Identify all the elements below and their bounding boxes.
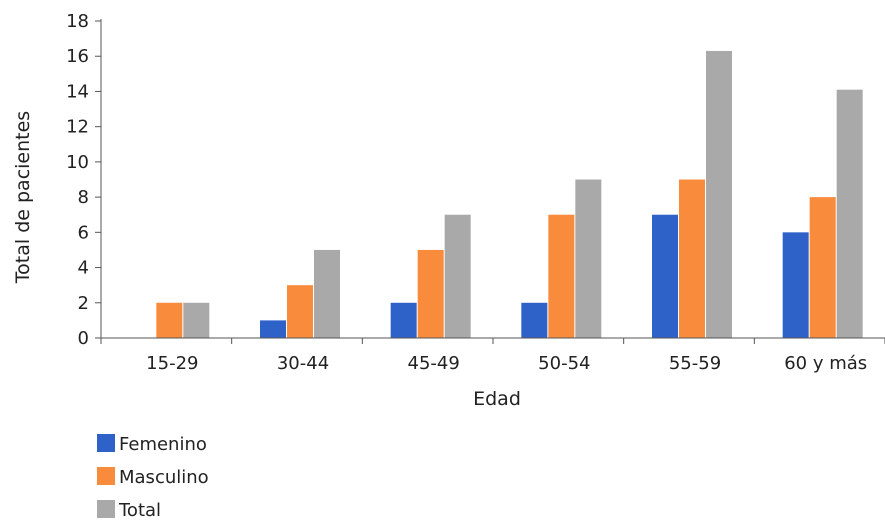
bar-femenino-5 xyxy=(782,232,809,338)
legend-label-femenino: Femenino xyxy=(119,434,207,455)
bar-total-0 xyxy=(183,302,210,338)
axes xyxy=(100,19,885,339)
bar-masculino-5 xyxy=(809,197,836,338)
bar-total-4 xyxy=(706,50,732,338)
x-tick-label: 55-59 xyxy=(669,353,721,374)
y-tick-label: 8 xyxy=(78,187,89,208)
bar-masculino-0 xyxy=(156,302,183,338)
legend-swatch-femenino xyxy=(97,434,115,452)
bar-femenino-1 xyxy=(260,320,286,338)
x-tick-label: 15-29 xyxy=(146,353,198,374)
bar-total-2 xyxy=(444,214,471,338)
y-axis-ticks: 0 2 4 6 8 10 12 14 16 18 xyxy=(66,11,101,349)
bar-total-1 xyxy=(314,249,340,338)
bar-total-3 xyxy=(575,179,602,338)
bar-series xyxy=(156,50,863,338)
y-tick-label: 4 xyxy=(78,258,89,279)
y-tick-label: 6 xyxy=(78,222,89,243)
y-tick-label: 2 xyxy=(78,293,89,314)
y-tick-label: 14 xyxy=(66,81,89,102)
y-tick-label: 18 xyxy=(66,11,89,32)
bar-masculino-2 xyxy=(417,249,444,338)
legend-swatch-total xyxy=(97,500,115,518)
x-tick-label: 60 y más xyxy=(784,353,867,374)
legend-label-masculino: Masculino xyxy=(119,467,209,488)
legend: Femenino Masculino Total xyxy=(97,434,209,521)
bar-femenino-4 xyxy=(652,214,678,338)
y-tick-label: 10 xyxy=(66,152,89,173)
legend-label-total: Total xyxy=(118,500,161,521)
bar-femenino-3 xyxy=(521,302,548,338)
x-tick-label: 30-44 xyxy=(277,353,329,374)
bar-total-5 xyxy=(836,89,863,338)
x-tick-label: 50-54 xyxy=(538,353,590,374)
bar-masculino-3 xyxy=(548,214,575,338)
legend-swatch-masculino xyxy=(97,467,115,485)
x-axis-ticks: 15-29 30-44 45-49 50-54 55-59 60 y más xyxy=(100,338,885,374)
bar-femenino-2 xyxy=(390,302,417,338)
x-axis-title: Edad xyxy=(473,388,521,410)
y-axis-title: Total de pacientes xyxy=(12,111,34,284)
y-tick-label: 0 xyxy=(78,328,89,349)
y-tick-label: 16 xyxy=(66,46,89,67)
x-tick-label: 45-49 xyxy=(408,353,460,374)
bar-masculino-4 xyxy=(679,179,705,338)
bar-masculino-1 xyxy=(287,285,313,338)
y-tick-label: 12 xyxy=(66,117,89,138)
